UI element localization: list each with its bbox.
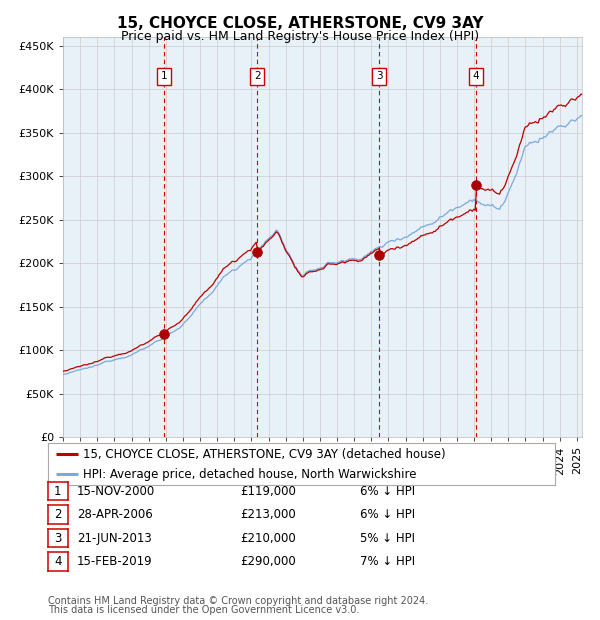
Text: Price paid vs. HM Land Registry's House Price Index (HPI): Price paid vs. HM Land Registry's House …: [121, 30, 479, 43]
Text: 4: 4: [54, 556, 62, 568]
Text: £290,000: £290,000: [240, 556, 296, 568]
Text: Contains HM Land Registry data © Crown copyright and database right 2024.: Contains HM Land Registry data © Crown c…: [48, 596, 428, 606]
Text: 7% ↓ HPI: 7% ↓ HPI: [360, 556, 415, 568]
Text: £119,000: £119,000: [240, 485, 296, 497]
Text: 28-APR-2006: 28-APR-2006: [77, 508, 152, 521]
Text: 2: 2: [54, 508, 62, 521]
Text: 3: 3: [376, 71, 383, 81]
Text: 21-JUN-2013: 21-JUN-2013: [77, 532, 152, 544]
Text: 15, CHOYCE CLOSE, ATHERSTONE, CV9 3AY (detached house): 15, CHOYCE CLOSE, ATHERSTONE, CV9 3AY (d…: [83, 448, 446, 461]
Text: 6% ↓ HPI: 6% ↓ HPI: [360, 485, 415, 497]
Text: 1: 1: [160, 71, 167, 81]
Text: 5% ↓ HPI: 5% ↓ HPI: [360, 532, 415, 544]
Text: 2: 2: [254, 71, 260, 81]
Text: 1: 1: [54, 485, 62, 497]
Text: 4: 4: [473, 71, 479, 81]
Text: 6% ↓ HPI: 6% ↓ HPI: [360, 508, 415, 521]
Text: This data is licensed under the Open Government Licence v3.0.: This data is licensed under the Open Gov…: [48, 605, 359, 615]
Text: £213,000: £213,000: [240, 508, 296, 521]
Text: 3: 3: [54, 532, 62, 544]
Text: 15-NOV-2000: 15-NOV-2000: [77, 485, 155, 497]
Text: HPI: Average price, detached house, North Warwickshire: HPI: Average price, detached house, Nort…: [83, 468, 417, 481]
Text: £210,000: £210,000: [240, 532, 296, 544]
Text: 15-FEB-2019: 15-FEB-2019: [77, 556, 152, 568]
Text: 15, CHOYCE CLOSE, ATHERSTONE, CV9 3AY: 15, CHOYCE CLOSE, ATHERSTONE, CV9 3AY: [117, 16, 483, 30]
